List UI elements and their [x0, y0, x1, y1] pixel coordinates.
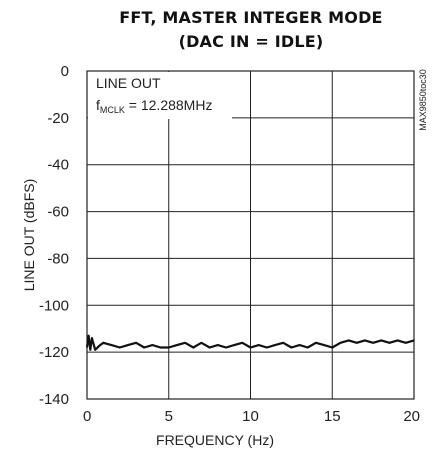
y-tick-label: -120 — [39, 344, 69, 361]
y-tick-label: -20 — [47, 110, 69, 127]
y-tick-label: -60 — [47, 204, 69, 221]
x-tick-label: 15 — [324, 408, 341, 425]
figure-code: MAX9850toc30 — [418, 69, 428, 131]
grid — [87, 71, 414, 399]
chart-subtitle: (DAC IN = IDLE) — [178, 32, 324, 51]
plot-frame — [86, 70, 415, 400]
y-axis-label: LINE OUT (dBFS) — [21, 179, 37, 292]
x-tick-label: 5 — [165, 408, 173, 425]
annotation-f: f — [96, 97, 100, 113]
annotation-mclk: fMCLK = 12.288MHz — [96, 97, 212, 115]
annotation-value: = 12.288MHz — [125, 97, 213, 113]
annotation-line-out: LINE OUT — [96, 75, 161, 91]
x-tick-label: 20 — [403, 408, 420, 425]
chart-title: FFT, MASTER INTEGER MODE — [119, 8, 383, 27]
y-tick-label: -100 — [39, 297, 69, 314]
annotation-sub: MCLK — [100, 105, 125, 115]
x-tick-label: 10 — [242, 408, 259, 425]
y-tick-label: -40 — [47, 157, 69, 174]
y-tick-label: -140 — [39, 391, 69, 408]
y-tick-label: 0 — [61, 63, 69, 80]
x-tick-label: 0 — [83, 408, 91, 425]
y-tick-label: -80 — [47, 250, 69, 267]
annotation-box — [88, 72, 232, 119]
tick-labels: 0 5 10 15 20 0 -20 -40 -60 -80 -100 -120 -140 — [39, 63, 420, 425]
series-line — [85, 334, 415, 351]
x-axis-label: FREQUENCY (Hz) — [156, 432, 274, 448]
